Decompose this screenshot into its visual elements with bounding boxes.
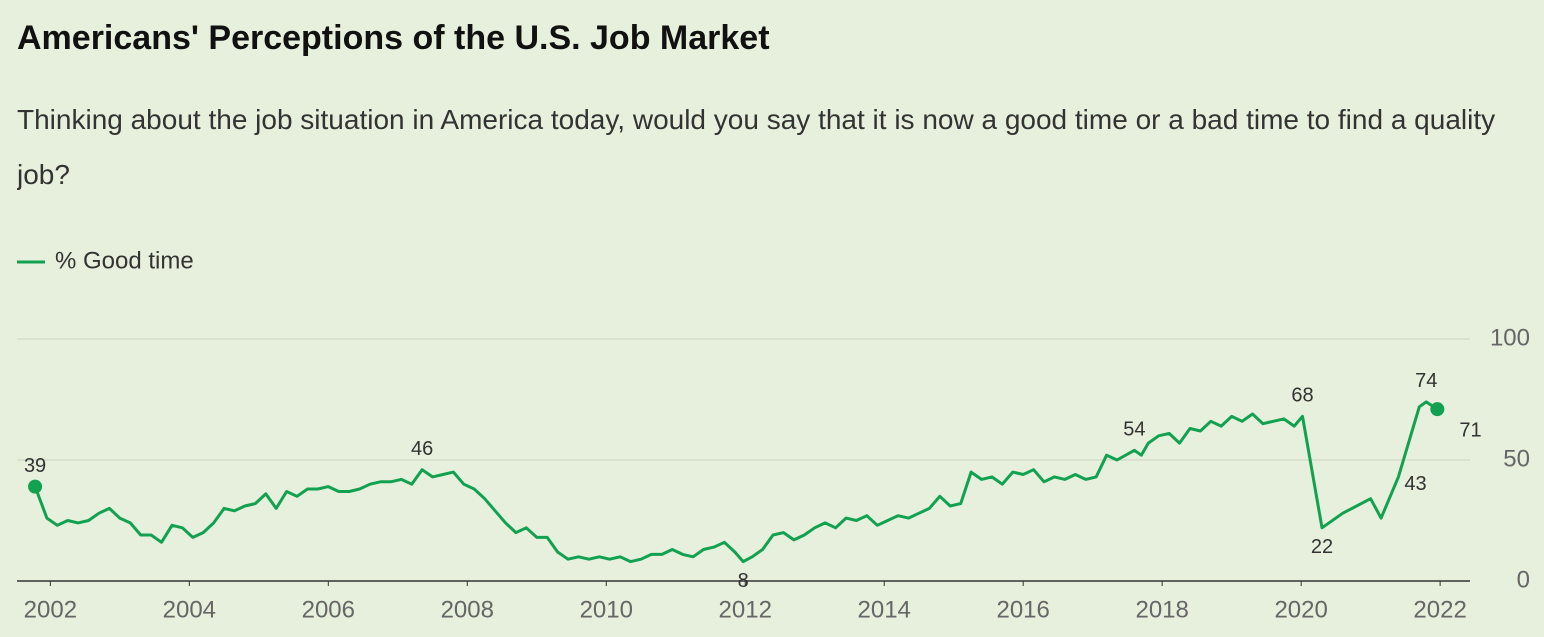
x-tick-label: 2012 xyxy=(719,596,772,623)
y-tick-label: 50 xyxy=(1503,445,1530,472)
end-point xyxy=(28,479,43,494)
data-label: 46 xyxy=(411,438,433,460)
x-tick-label: 2014 xyxy=(858,596,911,623)
subtitle-box: Thinking about the job situation in Amer… xyxy=(17,104,1496,190)
x-tick-label: 2020 xyxy=(1274,596,1327,623)
data-line xyxy=(33,400,1439,564)
end-point xyxy=(1430,402,1445,417)
data-label: 43 xyxy=(1404,473,1426,495)
x-tick-label: 2016 xyxy=(996,596,1049,623)
chart-title: Americans' Perceptions of the U.S. Job M… xyxy=(17,19,770,57)
data-label: 71 xyxy=(1459,419,1481,441)
data-label: 8 xyxy=(738,570,749,592)
x-tick-label: 2006 xyxy=(302,596,355,623)
data-label: 39 xyxy=(24,455,46,477)
legend-label: % Good time xyxy=(55,247,194,274)
data-label: 68 xyxy=(1291,385,1313,407)
x-tick-label: 2018 xyxy=(1135,596,1188,623)
x-tick-label: 2004 xyxy=(163,596,216,623)
y-tick-label: 0 xyxy=(1517,566,1530,593)
chart-subtitle: Thinking about the job situation in Amer… xyxy=(17,104,1496,190)
data-label: 74 xyxy=(1415,370,1437,392)
y-tick-label: 100 xyxy=(1490,324,1530,351)
x-tick-label: 2010 xyxy=(580,596,633,623)
data-label: 22 xyxy=(1311,536,1333,558)
data-label: 54 xyxy=(1123,419,1145,441)
x-tick-label: 2022 xyxy=(1413,596,1466,623)
x-tick-label: 2008 xyxy=(441,596,494,623)
x-tick-label: 2002 xyxy=(24,596,77,623)
